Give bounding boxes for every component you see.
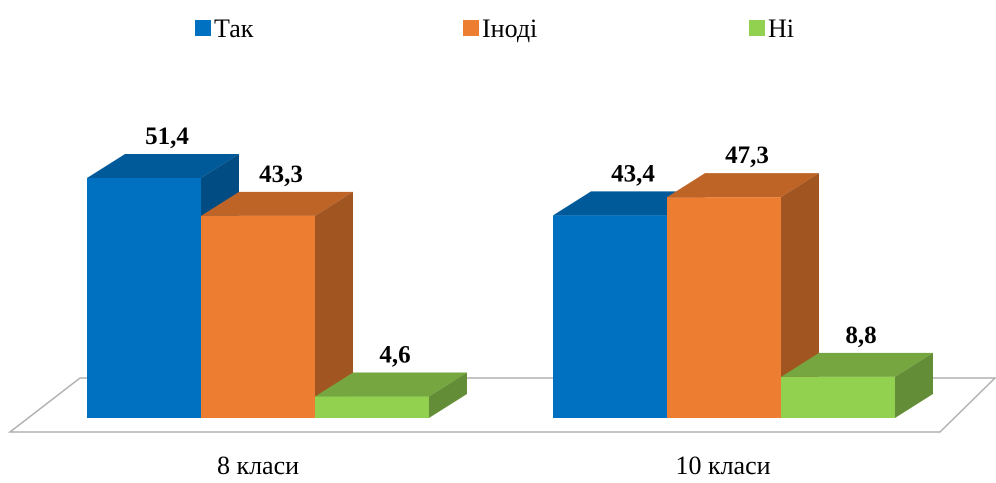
- bar-front: [87, 178, 201, 418]
- legend-swatch: [749, 20, 765, 36]
- legend-label: Іноді: [482, 14, 537, 43]
- bar: [781, 352, 933, 418]
- value-label: 8,8: [845, 322, 876, 349]
- bar: [315, 372, 467, 418]
- bar: [201, 191, 353, 418]
- value-label: 43,4: [611, 160, 655, 187]
- bar-side: [315, 191, 353, 418]
- bar-side: [429, 372, 467, 418]
- x-tick-label: 10 класи: [675, 451, 770, 480]
- x-tick-label: 8 класи: [217, 451, 299, 480]
- legend-label: Так: [214, 14, 254, 43]
- bar-front: [781, 376, 895, 418]
- legend-swatch: [195, 20, 211, 36]
- value-label: 51,4: [145, 123, 189, 150]
- bar-front: [667, 197, 781, 418]
- value-label: 47,3: [725, 142, 769, 169]
- bar-top: [781, 352, 933, 377]
- legend-label: Ні: [768, 14, 794, 43]
- bar-top: [201, 191, 353, 216]
- bar-front: [315, 396, 429, 418]
- bar-top: [667, 173, 819, 198]
- bar-front: [553, 215, 667, 418]
- bar-top: [315, 372, 467, 397]
- value-label: 4,6: [379, 342, 410, 369]
- bar-side: [895, 352, 933, 418]
- bar: [667, 173, 819, 418]
- value-label: 43,3: [259, 161, 303, 188]
- legend-swatch: [463, 20, 479, 36]
- bar-front: [201, 215, 315, 418]
- bar-side: [781, 173, 819, 418]
- bar-top: [87, 154, 239, 178]
